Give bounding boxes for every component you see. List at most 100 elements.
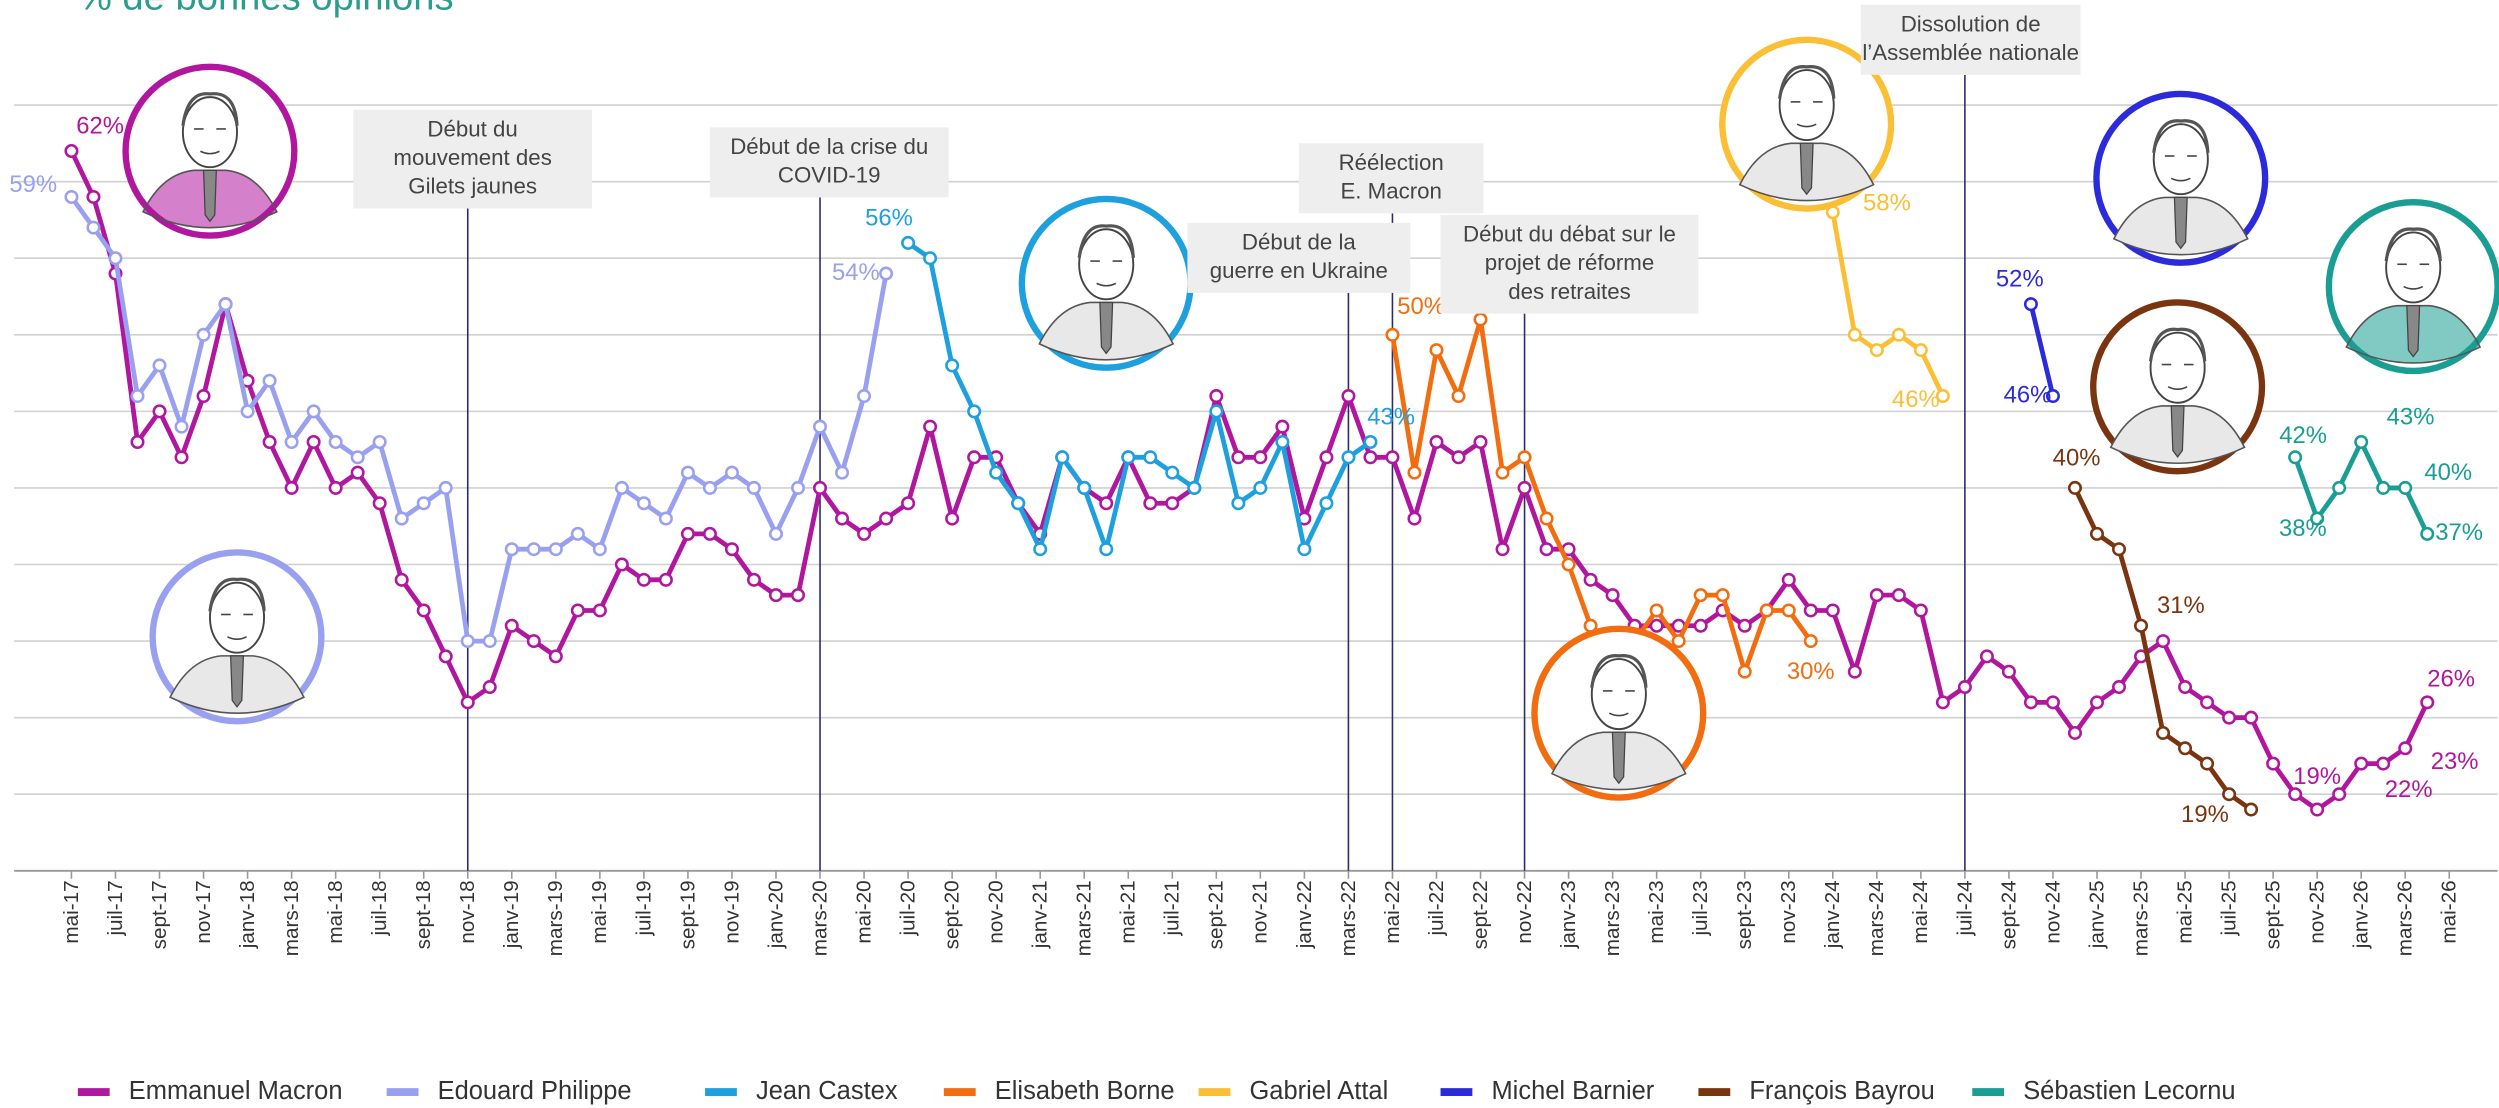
data-label: 38% xyxy=(2279,515,2327,542)
x-tick-label: mai-21 xyxy=(1117,880,1140,943)
point xyxy=(572,528,583,539)
point xyxy=(1849,329,1860,340)
legend-label: Sébastien Lecornu xyxy=(2023,1077,2235,1105)
point xyxy=(440,482,451,493)
point xyxy=(2355,436,2366,447)
point xyxy=(924,252,935,263)
portrait-head xyxy=(2154,124,2208,194)
x-tick-label: janv-22 xyxy=(1293,880,1316,949)
portrait xyxy=(2093,302,2262,471)
x-tick-label: nov-23 xyxy=(1777,880,1800,943)
x-tick-label: juil-22 xyxy=(1425,880,1448,936)
point xyxy=(1651,605,1662,616)
data-label: 46% xyxy=(1892,386,1940,413)
point xyxy=(1783,574,1794,585)
series-line xyxy=(1392,319,1810,671)
page: % de bonnes opinions mai-17juil-17sept-1… xyxy=(0,0,2499,1108)
x-tick-label: mars-25 xyxy=(2129,880,2152,956)
point xyxy=(1497,543,1508,554)
point xyxy=(154,360,165,371)
data-label: 23% xyxy=(2431,748,2479,775)
point xyxy=(220,298,231,309)
portrait-tie xyxy=(1100,302,1113,353)
point xyxy=(1233,452,1244,463)
legend-label: Edouard Philippe xyxy=(438,1077,632,1105)
point xyxy=(792,589,803,600)
point xyxy=(946,513,957,524)
point xyxy=(1277,436,1288,447)
point xyxy=(462,697,473,708)
point xyxy=(396,574,407,585)
point xyxy=(1101,543,1112,554)
point xyxy=(726,467,737,478)
portrait-head xyxy=(1592,659,1646,729)
point xyxy=(1805,605,1816,616)
x-tick-label: sept-22 xyxy=(1469,880,1492,949)
point xyxy=(704,482,715,493)
x-tick-label: mars-19 xyxy=(544,880,567,956)
point xyxy=(1695,620,1706,631)
data-label: 50% xyxy=(1397,293,1445,320)
point xyxy=(1739,666,1750,677)
x-tick-label: mars-22 xyxy=(1337,880,1360,956)
point xyxy=(506,543,517,554)
point xyxy=(1871,589,1882,600)
point xyxy=(594,543,605,554)
point xyxy=(1255,482,1266,493)
legend-label: Jean Castex xyxy=(756,1077,898,1105)
point xyxy=(176,452,187,463)
data-label: 56% xyxy=(865,204,913,231)
point xyxy=(2157,635,2168,646)
point xyxy=(1431,436,1442,447)
data-label: 26% xyxy=(2427,665,2475,692)
point xyxy=(792,482,803,493)
point xyxy=(2135,620,2146,631)
point xyxy=(88,222,99,233)
legend-label: Emmanuel Macron xyxy=(129,1077,343,1105)
point xyxy=(2289,452,2300,463)
point xyxy=(858,390,869,401)
point xyxy=(946,360,957,371)
point xyxy=(176,421,187,432)
portrait xyxy=(2096,94,2265,263)
point xyxy=(1541,543,1552,554)
x-tick-label: janv-19 xyxy=(500,880,523,949)
point xyxy=(66,191,77,202)
x-tick-label: mai-25 xyxy=(2173,880,2196,943)
point xyxy=(462,635,473,646)
point xyxy=(1651,620,1662,631)
point xyxy=(638,498,649,509)
x-tick-label: mai-19 xyxy=(588,880,611,943)
portrait-head xyxy=(2151,333,2205,403)
point xyxy=(748,574,759,585)
point xyxy=(352,452,363,463)
data-label: 22% xyxy=(2385,776,2433,803)
portrait-tie xyxy=(1800,143,1813,194)
point xyxy=(1915,344,1926,355)
legend-label: Michel Barnier xyxy=(1491,1077,1654,1105)
annotation-text: mouvement des xyxy=(393,145,551,170)
point xyxy=(1343,390,1354,401)
x-tick-label: janv-21 xyxy=(1029,880,1052,949)
point xyxy=(1012,498,1023,509)
point xyxy=(814,482,825,493)
point xyxy=(2025,298,2036,309)
point xyxy=(2311,804,2322,815)
point xyxy=(2399,743,2410,754)
point xyxy=(1893,589,1904,600)
x-tick-label: sept-19 xyxy=(676,880,699,949)
point xyxy=(1409,513,1420,524)
point xyxy=(1519,482,1530,493)
point xyxy=(704,528,715,539)
point xyxy=(726,543,737,554)
point xyxy=(1167,498,1178,509)
x-tick-label: juil-18 xyxy=(368,880,391,936)
portrait-tie xyxy=(204,170,217,221)
x-tick-label: sept-25 xyxy=(2261,880,2284,949)
x-tick-label: nov-19 xyxy=(720,880,743,943)
point xyxy=(2399,482,2410,493)
x-tick-label: nov-25 xyxy=(2306,880,2329,943)
point xyxy=(1211,390,1222,401)
point xyxy=(374,498,385,509)
data-label: 54% xyxy=(832,259,880,286)
